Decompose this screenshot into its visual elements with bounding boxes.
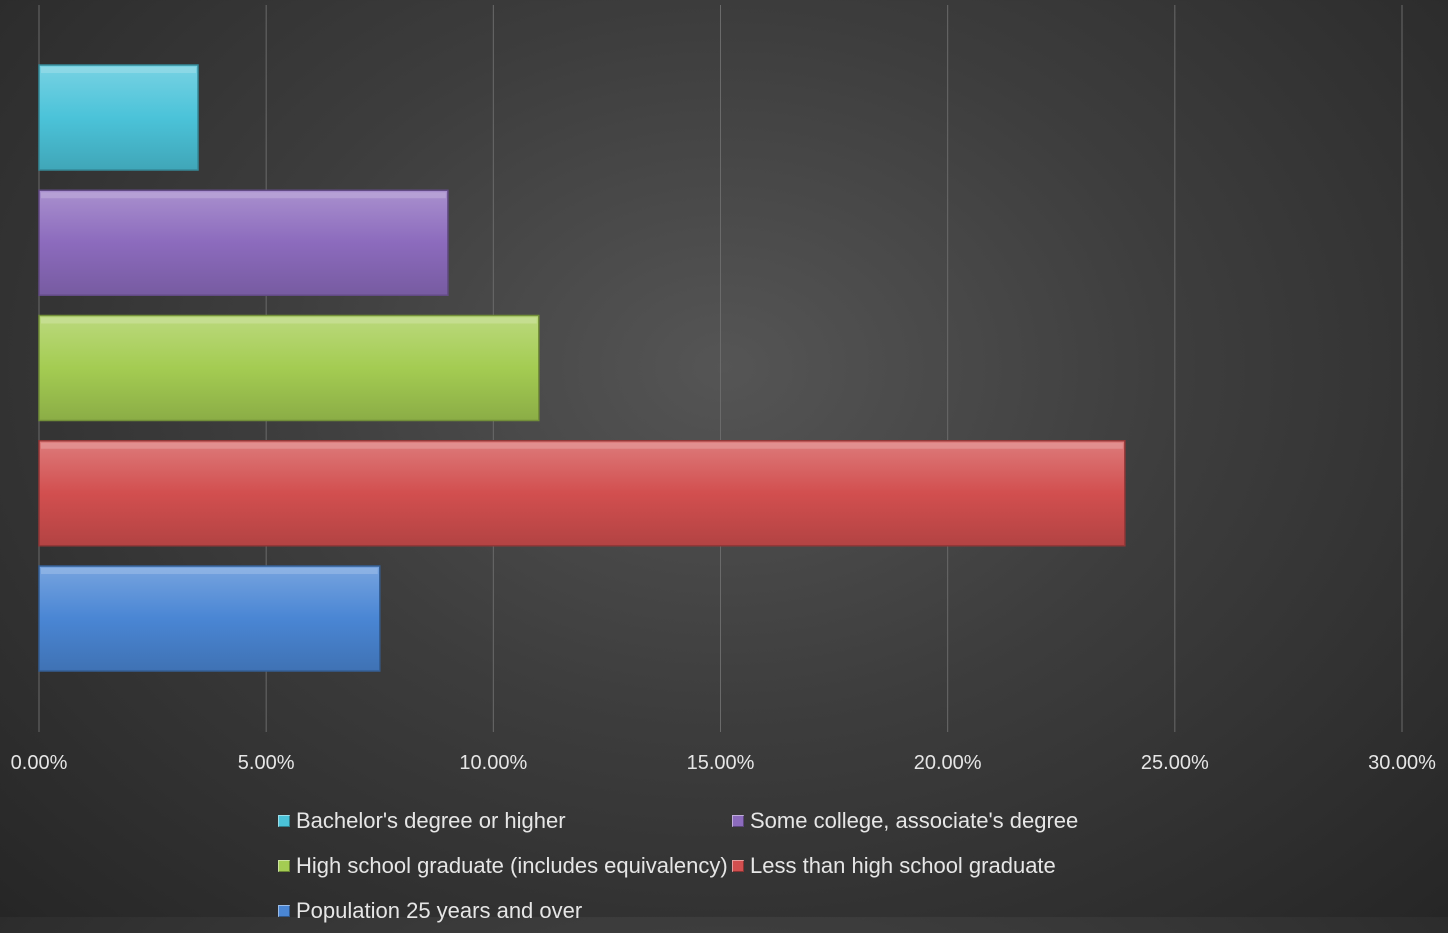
bar-bevel: [41, 442, 1123, 449]
x-tick-label: 20.00%: [914, 752, 982, 774]
legend-swatch: [732, 859, 744, 872]
bar: [38, 440, 1126, 547]
legend-label: High school graduate (includes equivalen…: [296, 853, 728, 878]
legend-item-high-school: High school graduate (includes equivalen…: [278, 843, 732, 888]
legend-swatch: [732, 814, 744, 827]
bar-bevel: [41, 192, 446, 199]
x-tick-label: 5.00%: [238, 752, 295, 774]
legend-label: Population 25 years and over: [296, 898, 583, 923]
bar: [38, 565, 381, 672]
legend-item-bachelors: Bachelor's degree or higher: [278, 798, 732, 843]
x-axis-ticks: 0.00% 5.00% 10.00% 15.00% 20.00% 25.00% 30.00%: [11, 752, 1436, 774]
legend-item-less-than-high-school: Less than high school graduate: [732, 843, 1056, 888]
legend-item-population: Population 25 years and over: [278, 888, 732, 933]
x-tick-label: 0.00%: [11, 752, 68, 774]
legend-label: Some college, associate's degree: [750, 808, 1079, 833]
x-tick-label: 25.00%: [1141, 752, 1209, 774]
bar-bevel: [41, 568, 378, 574]
legend-swatch: [278, 904, 290, 917]
legend-item-some-college: Some college, associate's degree: [732, 798, 1078, 843]
x-tick-label: 10.00%: [459, 752, 527, 774]
x-tick-label: 15.00%: [687, 752, 755, 774]
bar-bevel: [41, 67, 197, 73]
legend-label: Bachelor's degree or higher: [296, 808, 566, 833]
legend-label: Less than high school graduate: [750, 853, 1056, 878]
bars: [38, 64, 1126, 672]
x-tick-label: 30.00%: [1368, 752, 1436, 774]
legend: Bachelor's degree or higher Some college…: [278, 798, 1178, 933]
legend-swatch: [278, 814, 290, 827]
bar: [38, 314, 540, 422]
legend-swatch: [278, 859, 290, 872]
bar: [38, 64, 199, 171]
bar: [38, 189, 449, 296]
bar-bevel: [41, 317, 537, 324]
